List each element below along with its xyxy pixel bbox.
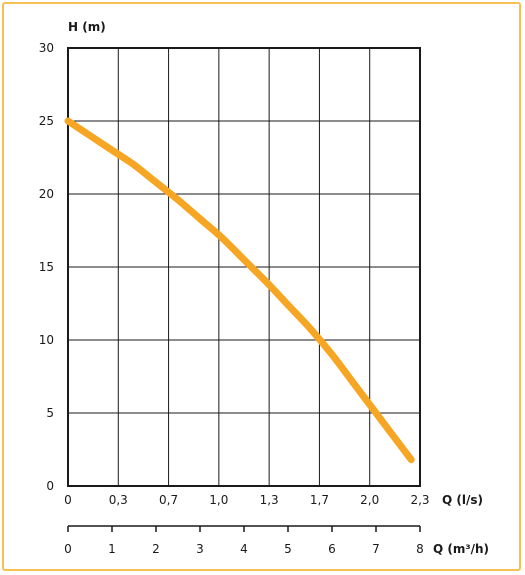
y-axis-title: H (m) [68,20,106,34]
x2-tick-label: 7 [372,542,380,556]
x-tick-label: 2,0 [360,493,379,507]
x2-tick-label: 6 [328,542,336,556]
plot-border [67,47,421,487]
x2-tick-label: 8 [416,542,424,556]
x-tick-label: 2,3 [410,493,429,507]
x2-tick-label: 5 [284,542,292,556]
x2-tick-label: 0 [64,542,72,556]
x-tick-label: 0 [64,493,72,507]
x-tick-label: 0,7 [159,493,178,507]
y-tick-label: 25 [39,114,54,128]
chart-frame [2,2,521,571]
y-tick-label: 15 [39,260,54,274]
y-tick-label: 20 [39,187,54,201]
pump-curve-line [64,117,415,464]
x2-tick-label: 3 [196,542,204,556]
y-tick-label: 30 [39,41,54,55]
x2-tick-label: 1 [108,542,116,556]
x2-tick-label: 2 [152,542,160,556]
secondary-x-axis-title: Q (m³/h) [433,542,489,556]
x-axis-title: Q (l/s) [442,493,483,507]
y-tick-label: 10 [39,333,54,347]
x-tick-label: 0,3 [109,493,128,507]
x-tick-label: 1,0 [209,493,228,507]
y-tick-label: 5 [46,406,54,420]
x2-tick-label: 4 [240,542,248,556]
y-tick-label: 0 [46,479,54,493]
x-tick-label: 1,3 [260,493,279,507]
x-tick-label: 1,7 [310,493,329,507]
